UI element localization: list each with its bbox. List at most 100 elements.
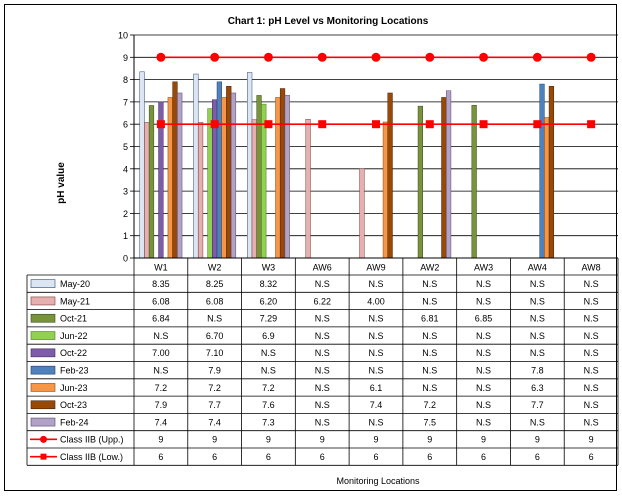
table-cell: N.S: [368, 279, 383, 289]
bar: [548, 86, 555, 259]
table-cell: 7.10: [206, 348, 224, 358]
table-cell: N.S: [368, 365, 383, 375]
table-cell: 6.9: [262, 331, 275, 341]
x-tick-label: AW2: [420, 263, 439, 273]
table-cell: 7.7: [208, 400, 221, 410]
legend-swatch: [30, 365, 56, 375]
bar: [382, 121, 388, 259]
bar: [197, 122, 204, 259]
line-point: [587, 120, 596, 129]
table-cell: 6: [373, 452, 378, 462]
line-point: [210, 120, 219, 129]
table-cell: 9: [427, 435, 432, 445]
legend-swatch: [30, 279, 56, 288]
bar: [387, 92, 393, 259]
x-tick-label: AW3: [474, 263, 493, 273]
y-axis-label: pH value: [56, 162, 67, 204]
bar: [471, 104, 477, 259]
table-cell: 6: [158, 452, 163, 462]
table-cell: N.S: [584, 383, 599, 393]
bar: [226, 86, 232, 259]
bar: [207, 108, 213, 259]
table-cell: N.S: [584, 331, 599, 341]
table-cell: 6: [589, 452, 594, 462]
table-cell: N.S: [584, 348, 599, 358]
line-point: [156, 52, 166, 62]
x-tick-label: W3: [262, 263, 276, 273]
line-point: [479, 52, 489, 62]
x-tick-label: AW6: [313, 263, 332, 273]
x-tick-label: W1: [154, 263, 168, 273]
chart-title: Chart 1: pH Level vs Monitoring Location…: [228, 16, 429, 27]
line-point: [156, 120, 165, 129]
y-tick-label: 6: [123, 120, 128, 130]
line-point: [372, 120, 380, 129]
table-cell: N.S: [315, 400, 330, 410]
bar: [417, 105, 423, 259]
x-tick-label: W2: [208, 263, 222, 273]
bar: [359, 168, 365, 259]
x-tick-label: AW9: [366, 263, 385, 273]
table-cell: N.S: [368, 417, 383, 427]
table-cell: 6: [535, 452, 540, 462]
table-cell: 7.2: [262, 383, 275, 393]
legend-label: Oct-22: [60, 348, 87, 358]
table-cell: 8.32: [260, 279, 278, 289]
table-cell: 6.70: [206, 331, 224, 341]
legend-swatch: [30, 383, 56, 392]
table-cell: N.S: [476, 296, 491, 306]
table-cell: N.S: [530, 279, 545, 289]
bar: [216, 81, 222, 259]
table-cell: 9: [158, 435, 163, 445]
line-point: [263, 52, 273, 62]
table-cell: N.S: [530, 417, 545, 427]
legend-label: Oct-23: [60, 400, 87, 410]
table-cell: 7.29: [260, 314, 278, 324]
table-cell: 7.5: [424, 417, 437, 427]
y-tick-label: 0: [123, 254, 128, 264]
x-tick-label: AW4: [528, 263, 547, 273]
table-cell: N.S: [476, 383, 491, 393]
y-tick-label: 5: [123, 142, 128, 152]
bar: [148, 105, 155, 259]
table-cell: 6.81: [421, 314, 439, 324]
legend-label: Class IIB (Low.): [60, 452, 123, 462]
table-cell: N.S: [315, 331, 330, 341]
table-cell: 7.2: [424, 400, 437, 410]
line-point: [317, 52, 327, 62]
bar: [172, 81, 178, 259]
table-cell: N.S: [207, 314, 222, 324]
line-point: [533, 120, 542, 129]
table-cell: N.S: [422, 331, 437, 341]
bar: [441, 97, 447, 259]
bar: [247, 72, 253, 259]
table-cell: 8.25: [206, 279, 224, 289]
table-cell: 7.4: [370, 400, 383, 410]
table-cell: N.S: [153, 365, 168, 375]
table-cell: N.S: [584, 400, 599, 410]
table-cell: 6.84: [152, 314, 170, 324]
bar: [445, 90, 452, 259]
table-cell: 7.4: [155, 417, 168, 427]
legend-label: Feb-24: [60, 417, 89, 427]
line-point: [318, 120, 327, 129]
line-point: [264, 120, 273, 129]
table-cell: 6.08: [206, 296, 224, 306]
table-cell: N.S: [315, 383, 330, 393]
y-tick-label: 3: [123, 187, 128, 197]
table-cell: N.S: [422, 348, 437, 358]
table-cell: N.S: [476, 417, 491, 427]
x-tick-label: AW8: [582, 263, 601, 273]
y-tick-labels: 0 1 2 3 4 5 6 7 8 9 10: [118, 31, 128, 264]
table-cell: 7.9: [155, 400, 168, 410]
legend-label: Jun-23: [60, 383, 88, 393]
table-cell: 6.3: [531, 383, 544, 393]
table-cell: 8.35: [152, 279, 170, 289]
table-cell: N.S: [368, 331, 383, 341]
table-cell: 6: [320, 452, 325, 462]
table-cell: 6.85: [475, 314, 493, 324]
legend-swatch: [30, 417, 56, 427]
table-cell: N.S: [530, 348, 545, 358]
table-cell: N.S: [422, 383, 437, 393]
